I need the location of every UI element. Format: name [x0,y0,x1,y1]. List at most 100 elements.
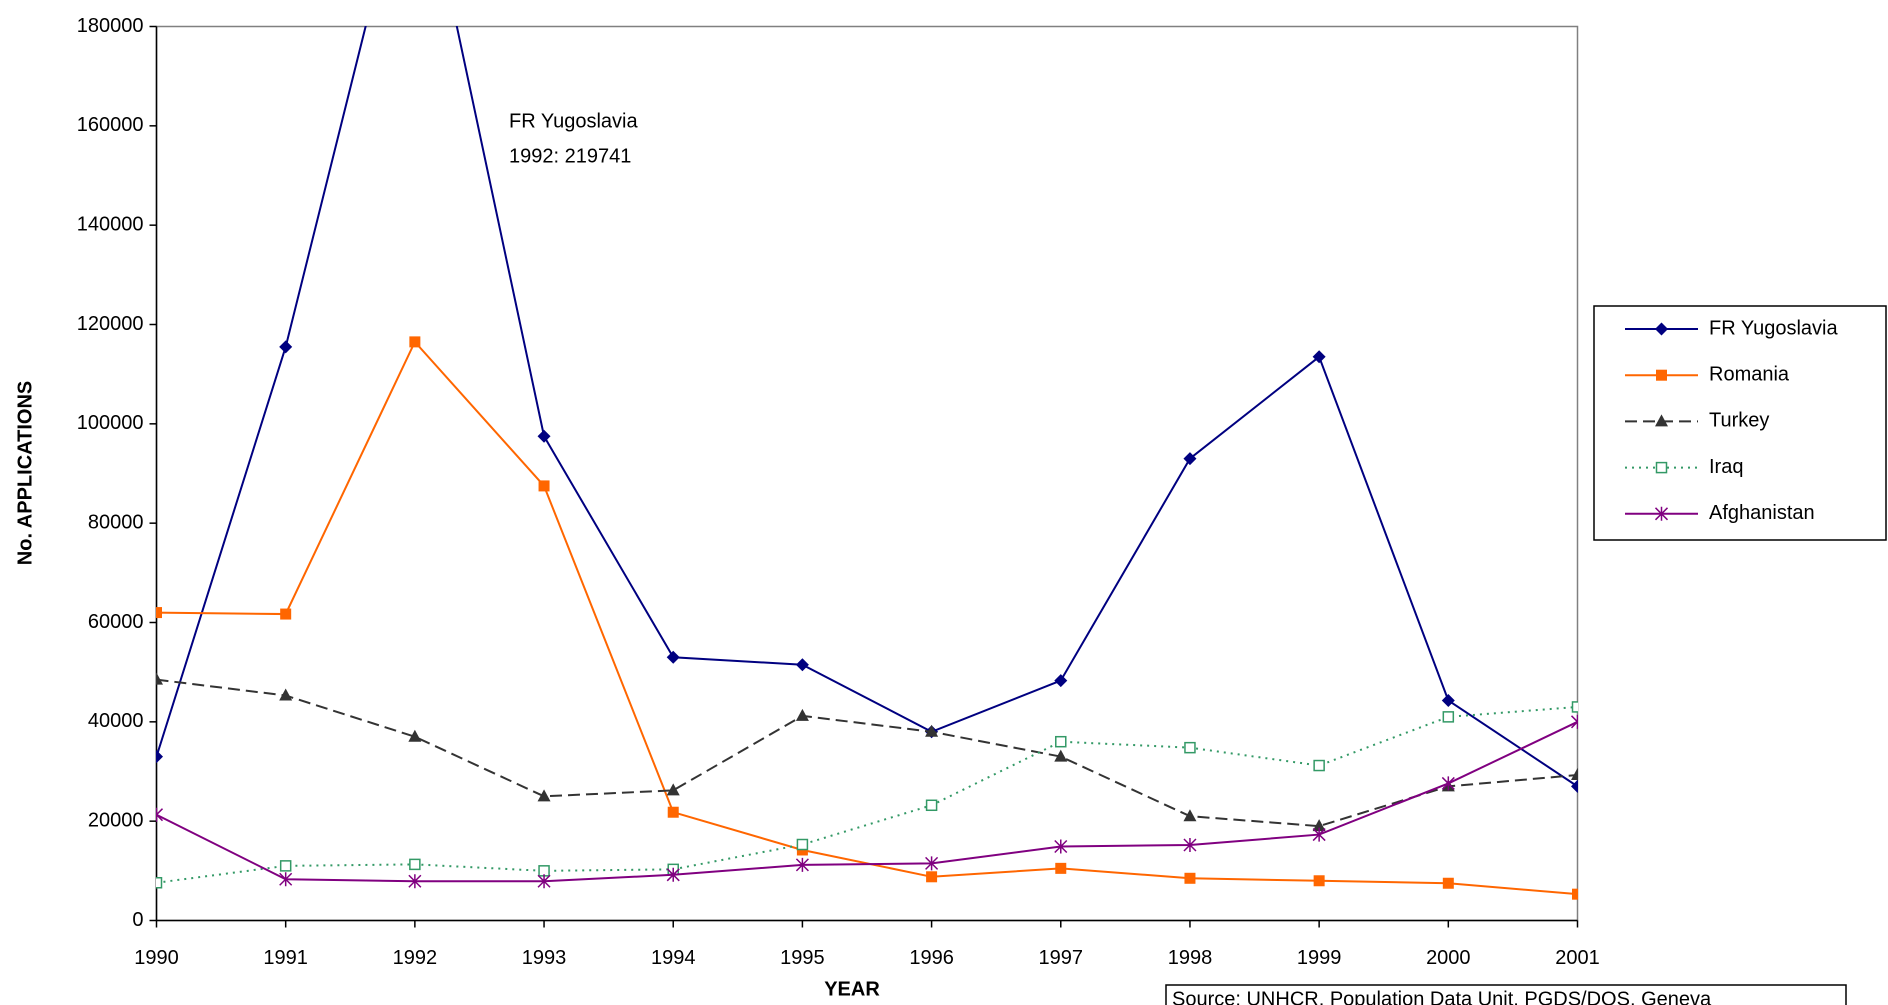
x-tick-label: 1994 [651,947,696,969]
marker [1312,350,1326,364]
plot-frame [155,25,1579,922]
source-note: Source: UNHCR, Population Data Unit, PGD… [1172,988,1712,1005]
legend-label: Iraq [1709,456,1743,478]
series-line [156,705,1578,884]
marker [1441,693,1455,707]
marker [1571,779,1578,793]
marker [925,799,938,812]
marker [1312,819,1326,832]
marker [279,872,293,887]
marker [1442,877,1454,889]
marker [1054,674,1068,688]
series-line [156,678,1578,828]
marker [1055,735,1067,748]
legend-marker [1655,322,1668,336]
marker [409,336,421,348]
marker [1184,741,1196,754]
marker [796,838,809,851]
y-tick-label: 20000 [88,809,144,831]
x-axis-title: YEAR [824,978,880,1000]
marker [408,729,422,742]
marker [156,877,163,889]
marker [1183,838,1197,853]
marker [280,608,292,620]
legend-marker [1656,369,1667,381]
marker [156,750,163,764]
marker [279,860,292,872]
legend-marker [1654,506,1669,521]
x-tick-label: 2001 [1555,947,1600,969]
marker [1571,701,1578,713]
marker [537,429,551,443]
marker [1571,767,1578,780]
marker [1183,809,1197,822]
marker [1313,759,1325,772]
legend-label: FR Yugoslavia [1709,317,1838,339]
marker [1055,862,1067,874]
marker [1312,827,1326,842]
marker [1570,714,1578,729]
legend-label: Romania [1709,363,1790,385]
plot-area [156,26,1578,900]
marker [1054,749,1068,762]
marker [537,874,551,889]
x-tick-label: 1997 [1039,947,1084,969]
marker [667,806,679,818]
marker [538,480,550,492]
marker [1183,452,1197,466]
legend-marker [1655,461,1668,474]
y-tick-label: 40000 [88,710,144,732]
legend-marker [1655,414,1668,427]
x-tick-label: 1993 [522,947,567,969]
x-tick-label: 1995 [780,947,825,969]
marker [1313,875,1325,887]
marker [925,724,939,737]
x-tick-label: 1998 [1168,947,1213,969]
x-tick-label: 1991 [263,947,308,969]
marker [666,650,680,664]
y-tick-label: 160000 [77,114,144,136]
x-tick-label: 1990 [134,947,179,969]
y-tick-label: 180000 [77,15,144,37]
marker [795,708,809,721]
marker [1441,776,1455,791]
marker [279,340,293,354]
annotation: FR Yugoslavia [509,110,638,132]
marker [926,871,938,883]
marker [1184,872,1196,884]
annotation: 1992: 219741 [509,145,631,167]
marker [409,858,421,871]
legend-label: Afghanistan [1709,502,1815,524]
series-line [156,720,1578,883]
x-tick-label: 2000 [1426,947,1471,969]
y-tick-label: 120000 [77,313,144,335]
y-tick-label: 100000 [77,412,144,434]
marker [925,856,939,871]
y-tick-label: 140000 [77,213,144,235]
marker [1572,888,1578,900]
legend-label: Turkey [1709,410,1769,432]
marker [156,607,162,619]
y-tick-label: 80000 [88,511,144,533]
x-tick-label: 1999 [1297,947,1342,969]
marker [795,857,809,872]
marker [156,807,164,822]
y-tick-label: 60000 [88,611,144,633]
x-tick-label: 1996 [909,947,954,969]
source-box [1165,984,1847,1005]
marker [537,789,551,802]
marker [1442,711,1455,723]
marker [666,867,680,882]
marker [1054,839,1068,854]
marker [279,688,293,701]
marker [408,874,422,889]
marker [156,672,163,685]
y-axis-title: No. APPLICATIONS [14,381,36,565]
legend-box [1593,305,1887,541]
y-tick-label: 0 [132,909,143,931]
series-line [156,26,1578,788]
marker [795,658,809,672]
x-tick-label: 1992 [393,947,438,969]
marker [666,783,680,796]
